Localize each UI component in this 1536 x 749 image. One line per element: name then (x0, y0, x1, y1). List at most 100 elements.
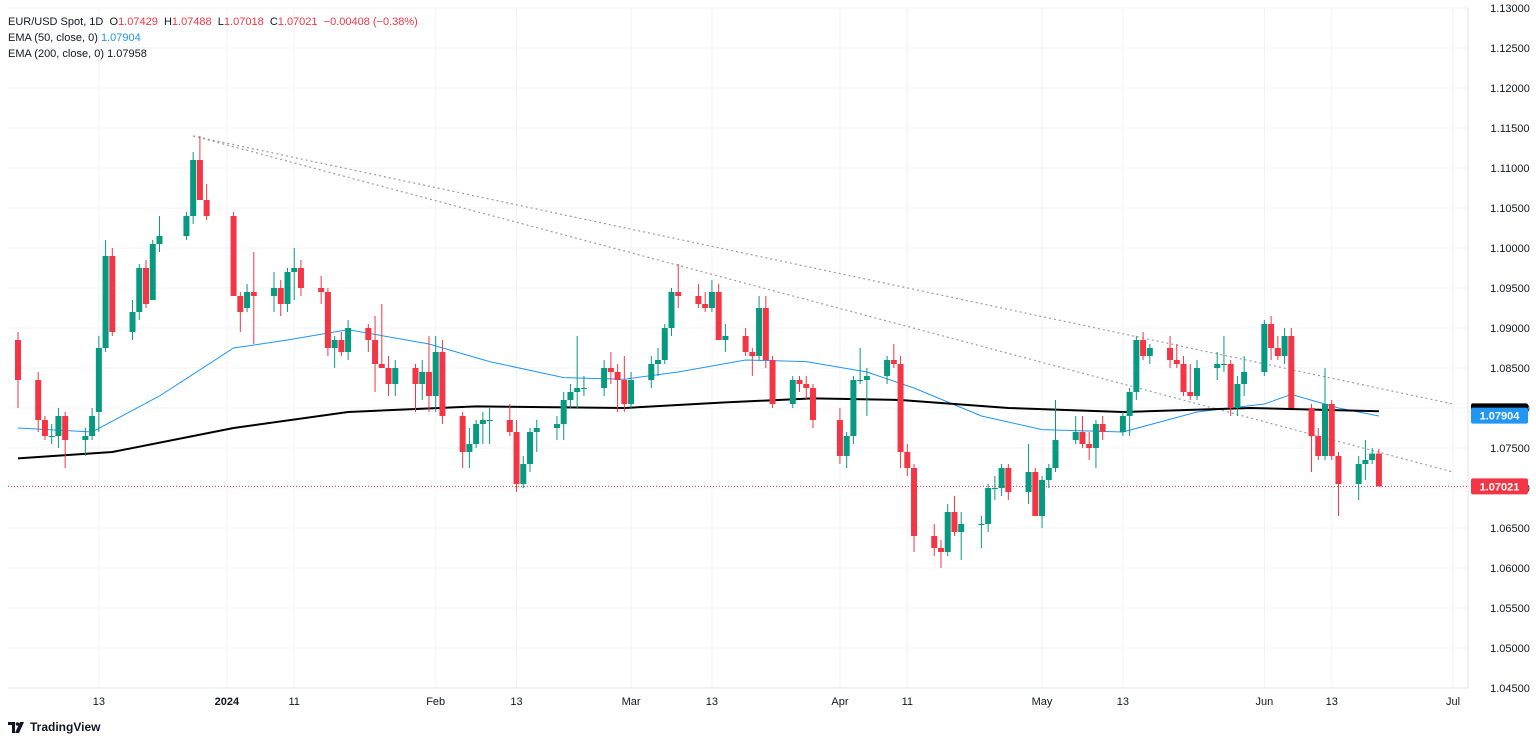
candle-body (742, 336, 749, 352)
candles (15, 136, 1382, 568)
ema50-line (17, 329, 1379, 433)
close-value: 1.07021 (277, 16, 318, 28)
candle-down (439, 340, 446, 424)
candle-body (237, 296, 244, 312)
x-axis-labels: 13 2024 11 Feb 13 Mar 13 Apr 11 May 13 Jun 13 Jul (93, 696, 1460, 708)
candle-body (62, 416, 69, 440)
candle-up (1133, 336, 1140, 400)
candle-body (527, 432, 534, 464)
candle-body (998, 468, 1005, 488)
candle-up (668, 288, 675, 336)
candle-body (230, 216, 237, 296)
candle-body (372, 340, 379, 364)
candle-body (890, 360, 897, 364)
candle-up (244, 284, 251, 312)
candle-body (244, 292, 251, 308)
candle-body (385, 368, 392, 384)
candle-up (985, 484, 992, 532)
candle-body (338, 340, 345, 352)
candle-up (1281, 328, 1288, 364)
low-value: 1.07018 (223, 16, 264, 28)
candle-down (803, 376, 810, 400)
candle-body (1274, 348, 1281, 356)
candle-up (136, 264, 143, 320)
candle-body (567, 392, 574, 400)
candle-down (890, 344, 897, 368)
y-tick-label: 1.13000 (1490, 3, 1530, 15)
candle-down (769, 356, 776, 408)
candle-body (904, 452, 911, 468)
candle-body (1315, 436, 1322, 456)
candle-up (89, 408, 96, 440)
candle-body (102, 256, 109, 348)
candle-up (479, 412, 486, 444)
candle-body (473, 424, 480, 444)
candle-body (1025, 472, 1032, 492)
y-tick-label: 1.04500 (1490, 683, 1530, 695)
symbol-label: EUR/USD Spot, 1D (8, 16, 104, 28)
candle-up (1234, 376, 1241, 416)
candle-body (143, 268, 150, 304)
candle-up (601, 360, 608, 396)
price-axis-label-bg (1471, 407, 1528, 424)
candle-body (1052, 440, 1059, 468)
ema50-row[interactable]: EMA (50, close, 0) 1.07904 (8, 30, 418, 46)
candle-body (1281, 336, 1288, 356)
candle-down (937, 540, 944, 568)
candle-down (324, 288, 331, 356)
candle-up (722, 324, 729, 352)
candle-body (183, 216, 190, 236)
candle-up (82, 428, 89, 456)
candle-body (1187, 392, 1194, 396)
candle-down (1335, 452, 1342, 516)
candle-up (1039, 476, 1046, 528)
candle-down (506, 404, 513, 436)
candle-body (1133, 340, 1140, 392)
candle-up (345, 320, 352, 360)
y-tick-label: 1.06500 (1490, 523, 1530, 535)
candle-body (560, 400, 567, 424)
candle-body (553, 424, 560, 428)
ema200-row[interactable]: EMA (200, close, 0) 1.07958 (8, 46, 418, 62)
candle-body (1220, 364, 1227, 365)
y-tick-label: 1.05000 (1490, 643, 1530, 655)
candle-down (237, 292, 244, 332)
high-label: H (163, 16, 172, 28)
candle-up (850, 376, 857, 444)
candle-down (695, 284, 702, 308)
candle-down (1099, 416, 1106, 440)
candle-down (41, 416, 48, 440)
candle-body (668, 292, 675, 328)
candle-up (1241, 356, 1248, 396)
candle-up (55, 408, 62, 448)
ema50-value: 1.07904 (100, 32, 141, 44)
x-tick-label: 13 (1117, 696, 1129, 708)
candle-down (1308, 404, 1315, 472)
candle-down (250, 252, 257, 344)
candle-body (991, 488, 998, 489)
candle-up (48, 424, 55, 444)
candle-down (1227, 360, 1234, 416)
tradingview-brand[interactable]: TradingView (8, 720, 100, 734)
candle-body (951, 512, 958, 532)
candle-body (1039, 480, 1046, 516)
ema50-label: EMA (50, close, 0) (8, 32, 98, 44)
candle-body (836, 420, 843, 456)
candle-body (203, 200, 210, 216)
candle-down (1173, 344, 1180, 368)
candle-down (836, 408, 843, 464)
candle-body (715, 292, 722, 340)
candle-body (439, 352, 446, 416)
candle-up (1321, 368, 1328, 460)
candle-body (661, 328, 668, 360)
candle-body (789, 380, 796, 404)
candle-body (809, 388, 816, 420)
candle-down (702, 292, 709, 312)
candle-body (1119, 416, 1126, 432)
candle-down (621, 356, 628, 412)
candle-body (48, 436, 55, 437)
candle-up (156, 216, 163, 252)
candle-body (513, 432, 520, 484)
